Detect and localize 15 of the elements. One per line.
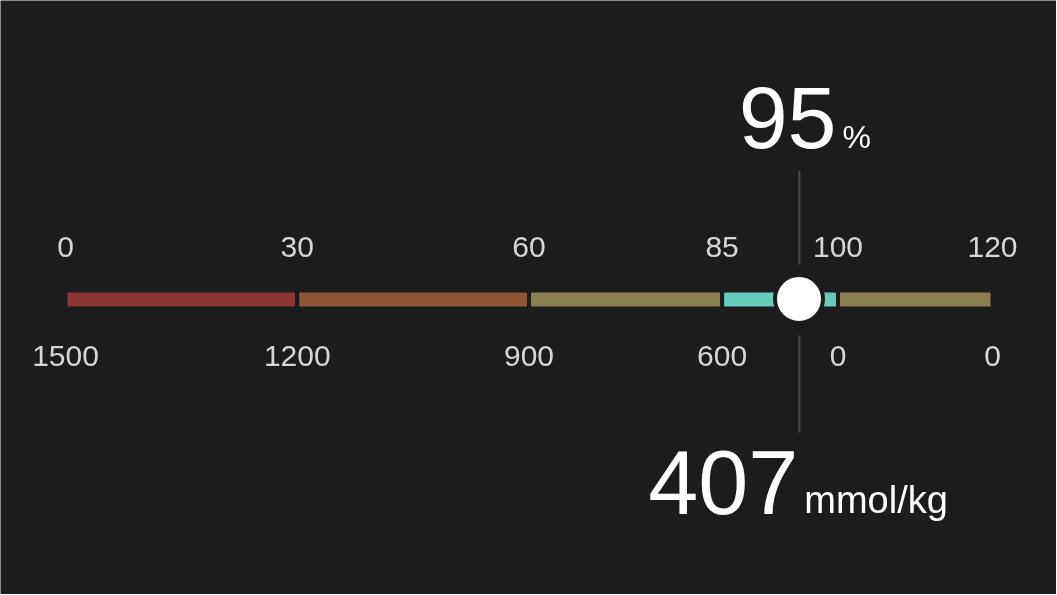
- x-tick-label: 60: [512, 229, 546, 263]
- x-tick-label: 0: [57, 229, 74, 263]
- text: 1500: [32, 339, 99, 372]
- text: 407: [648, 432, 799, 533]
- x-tick-label: 30: [280, 229, 314, 263]
- text: 600: [697, 339, 748, 372]
- text: 900: [503, 339, 555, 372]
- x-tick-label: 100: [812, 229, 864, 263]
- ref-line-label: 95%: [738, 67, 871, 167]
- text: 0: [829, 339, 847, 372]
- x-tick-label: 85: [705, 229, 739, 263]
- text: mmol/kg: [804, 479, 948, 522]
- x-tick-label: 120: [967, 229, 1018, 263]
- text: 1200: [263, 339, 331, 372]
- text: 0: [984, 339, 1001, 372]
